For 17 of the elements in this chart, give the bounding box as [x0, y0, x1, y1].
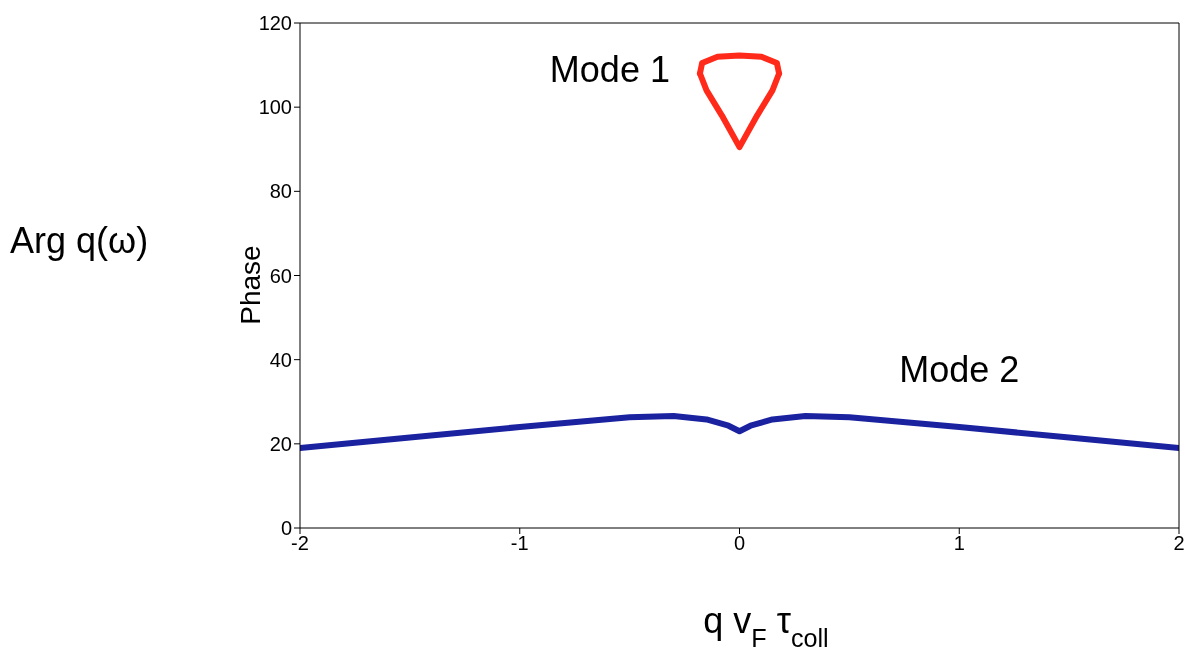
y-tick-label: 20: [269, 432, 292, 455]
text: Arg q(ω): [10, 220, 149, 261]
x-tick-label: -1: [510, 532, 529, 555]
y-tick-label: 80: [269, 180, 292, 203]
y-tick-label: 0: [280, 517, 292, 540]
series-label: Mode 1: [549, 48, 670, 90]
x-tick-label: 0: [733, 532, 746, 555]
x-tick-label: -2: [291, 532, 309, 555]
y-tick-label: 60: [269, 264, 292, 287]
y-tick-label: 100: [258, 96, 292, 119]
y-tick-label: 40: [269, 348, 292, 371]
x-tick-label: 1: [953, 532, 965, 555]
y-axis-title: Phase: [235, 245, 266, 325]
y-tick-label: 120: [258, 12, 292, 35]
x-axis-title: q v$_{F}$ τ$_{coll}$: [703, 600, 829, 652]
series-label: Mode 2: [899, 349, 1020, 390]
x-tick-label: 2: [1173, 532, 1185, 555]
